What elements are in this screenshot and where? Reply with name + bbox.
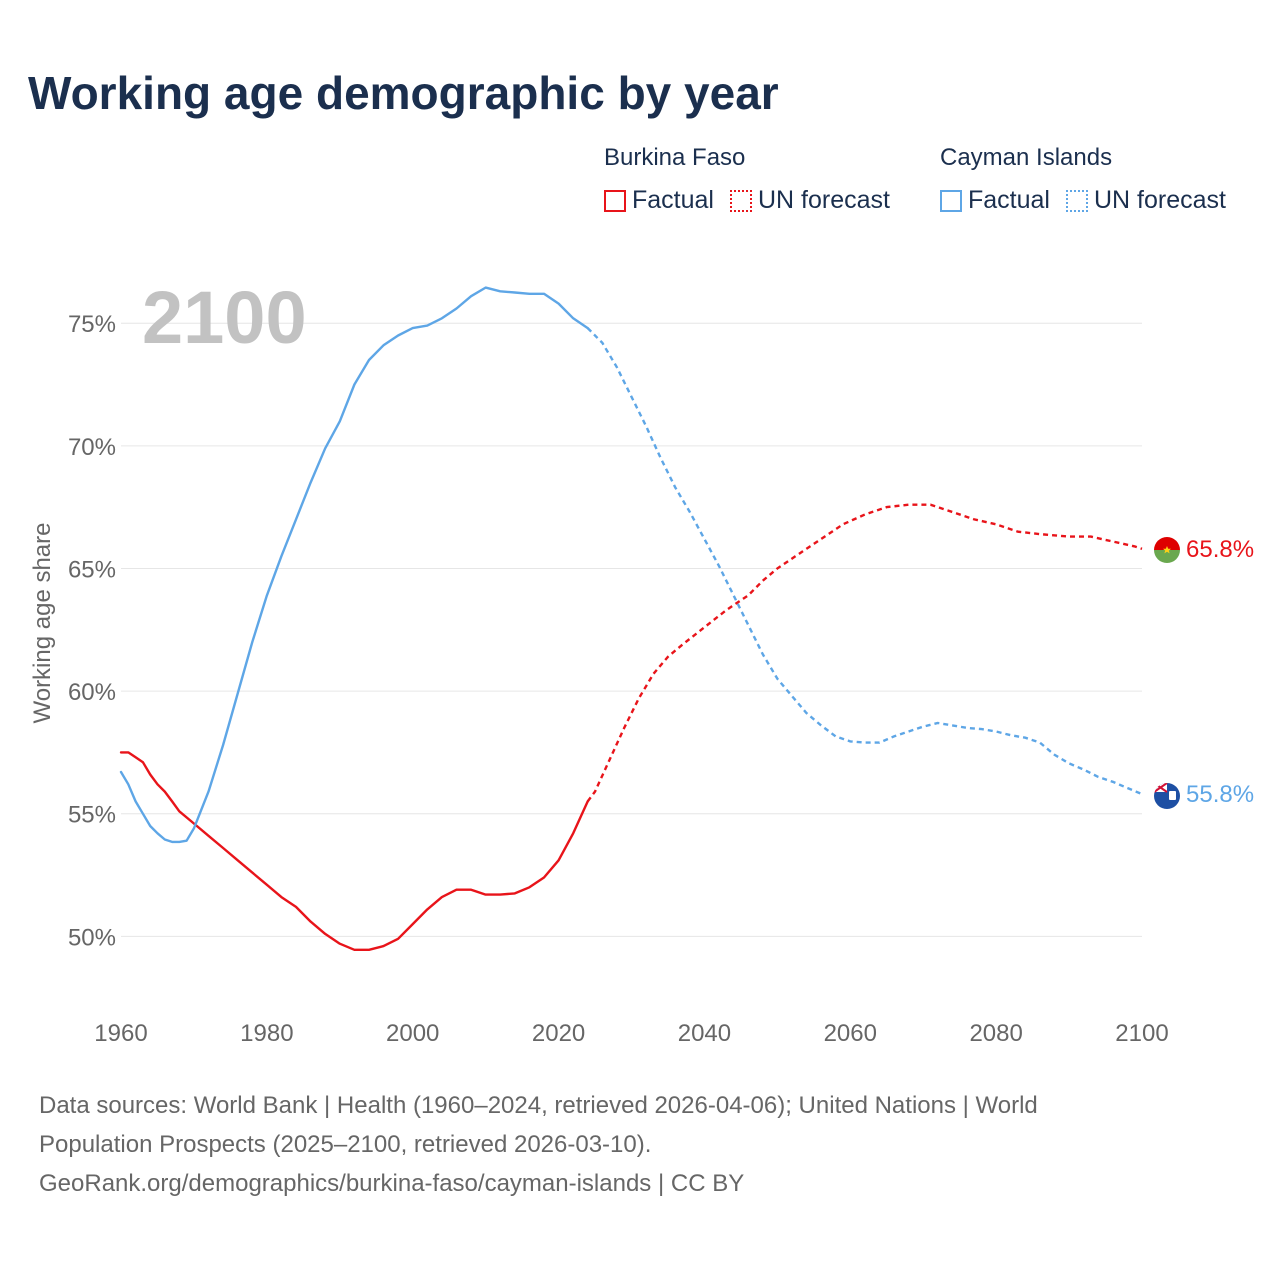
legend-item-label: Factual bbox=[632, 186, 714, 214]
page-title: Working age demographic by year bbox=[28, 67, 779, 119]
flag-stripe bbox=[1154, 550, 1180, 563]
cayman-islands-forecast-line bbox=[586, 327, 1143, 796]
x-axis-ticks: 1960 1980 2000 2020 2040 2060 2080 2100 bbox=[94, 1020, 1168, 1047]
x-tick-label: 2060 bbox=[824, 1020, 877, 1047]
x-tick-label: 2080 bbox=[969, 1020, 1022, 1047]
y-tick-label: 70% bbox=[68, 434, 116, 461]
legend-item-forecast[interactable]: UN forecast bbox=[1065, 186, 1226, 215]
year-watermark: 2100 bbox=[142, 276, 307, 359]
legend-country-label: Cayman Islands bbox=[940, 144, 1113, 171]
cayman-islands-flag-icon bbox=[1154, 783, 1180, 809]
forecast-swatch-icon bbox=[1065, 189, 1088, 212]
burkina-faso-factual-line bbox=[119, 751, 589, 951]
legend-group-cayman-islands: Cayman Islands Factual UN forecast bbox=[940, 144, 1226, 215]
x-tick-label: 2020 bbox=[532, 1020, 585, 1047]
sources-line: Population Prospects (2025–2100, retriev… bbox=[39, 1131, 652, 1158]
line-chart: 2100 50% 55% 60% 65% 70% 75% 1960 1980 2000 2020… bbox=[29, 276, 1254, 1047]
y-axis-ticks: 50% 55% 60% 65% 70% 75% bbox=[68, 311, 116, 951]
y-tick-label: 55% bbox=[68, 802, 116, 829]
factual-swatch-icon bbox=[604, 189, 626, 212]
y-tick-label: 50% bbox=[68, 924, 116, 951]
flag-star-icon bbox=[1163, 546, 1171, 554]
x-tick-label: 2040 bbox=[678, 1020, 731, 1047]
cayman-islands-factual-line bbox=[119, 286, 589, 844]
legend-item-label: UN forecast bbox=[1093, 186, 1226, 214]
x-tick-label: 2100 bbox=[1115, 1020, 1168, 1047]
sources-line: Data sources: World Bank | Health (1960–… bbox=[39, 1092, 1038, 1119]
y-tick-label: 60% bbox=[68, 679, 116, 706]
gridlines bbox=[121, 322, 1142, 937]
legend-country-label: Burkina Faso bbox=[604, 144, 746, 171]
data-sources-footer: Data sources: World Bank | Health (1960–… bbox=[39, 1086, 1239, 1203]
y-tick-label: 75% bbox=[68, 311, 116, 338]
series-lines bbox=[119, 286, 1143, 951]
y-tick-label: 65% bbox=[68, 556, 116, 583]
burkina-faso-end-label: 65.8% bbox=[1186, 536, 1254, 563]
flag-stripe bbox=[1154, 537, 1180, 550]
legend-item-forecast[interactable]: UN forecast bbox=[729, 186, 890, 215]
x-tick-label: 1980 bbox=[240, 1020, 293, 1047]
burkina-faso-forecast-line bbox=[586, 503, 1143, 803]
legend-group-burkina-faso: Burkina Faso Factual UN forecast bbox=[604, 144, 890, 215]
flag-cross bbox=[1154, 783, 1168, 793]
legend-item-label: Factual bbox=[968, 186, 1050, 214]
forecast-swatch-icon bbox=[729, 189, 752, 212]
factual-swatch-icon bbox=[940, 189, 962, 212]
legend-item-factual[interactable]: Factual bbox=[940, 186, 1050, 215]
legend-item-label: UN forecast bbox=[757, 186, 890, 214]
x-tick-label: 2000 bbox=[386, 1020, 439, 1047]
x-tick-label: 1960 bbox=[94, 1020, 147, 1047]
flag-shield-icon bbox=[1169, 791, 1176, 800]
burkina-faso-flag-icon bbox=[1154, 537, 1180, 563]
y-axis-label: Working age share bbox=[29, 523, 56, 724]
end-labels: 65.8% 55.8% bbox=[1186, 536, 1254, 808]
sources-link[interactable]: GeoRank.org/demographics/burkina-faso/ca… bbox=[39, 1170, 745, 1197]
cayman-islands-end-label: 55.8% bbox=[1186, 781, 1254, 808]
legend-item-factual[interactable]: Factual bbox=[604, 186, 714, 215]
